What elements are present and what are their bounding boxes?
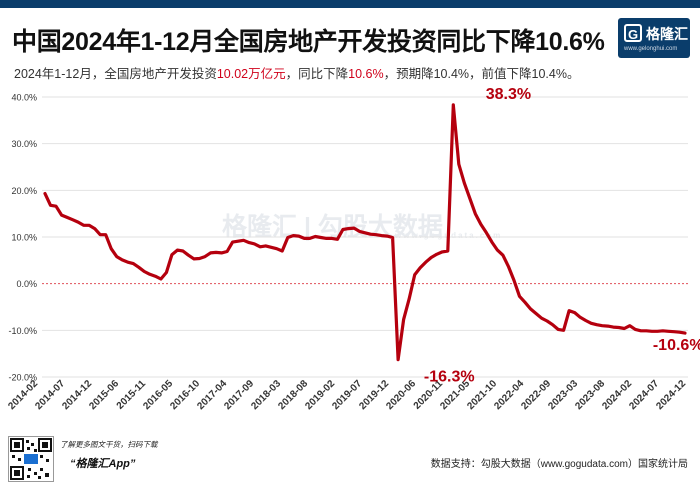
logo-text: 格隆汇: [646, 26, 688, 42]
subtitle-text-2: ，同比下降: [285, 67, 349, 81]
x-tick-label: 2020-06: [384, 378, 418, 412]
subtitle-highlight-amount: 10.02万亿元: [216, 67, 286, 81]
y-tick-label: 40.0%: [11, 93, 37, 103]
series-layer: [43, 103, 687, 362]
x-tick-label: 2015-06: [87, 378, 121, 412]
series-line: [43, 103, 687, 362]
y-tick-label: 10.0%: [11, 233, 37, 243]
app-name: “格隆汇App”: [70, 458, 136, 470]
annotation-label: -16.3%: [424, 369, 475, 386]
qr-caption: 了解更多图文干货，扫码下载: [60, 440, 158, 449]
x-axis-ticks: 2014-022014-072014-122015-062015-112016-…: [6, 378, 688, 412]
y-axis-ticks: 40.0% 30.0% 20.0% 10.0% 0.0% -10.0% -20.0%: [8, 93, 37, 383]
watermark-text: 格隆汇 | 勾股大数据: [222, 213, 443, 241]
data-source: 数据支持：勾股大数据（www.gogudata.com）国家统计局: [430, 459, 688, 470]
subtitle-text-1: 2024年1-12月，全国房地产开发投资: [14, 67, 217, 81]
top-brand-bar: [0, 0, 700, 8]
x-tick-label: 2024-12: [654, 378, 688, 412]
page-title: 中国2024年1-12月全国房地产开发投资同比下降10.6%: [12, 28, 605, 56]
subtitle: 2024年1-12月，全国房地产开发投资10.02万亿元，同比下降10.6%，预…: [14, 63, 579, 82]
y-tick-label: 30.0%: [11, 139, 37, 149]
subtitle-text-3: ，预期降10.4%，前值下降10.4%。: [383, 67, 580, 81]
subtitle-highlight-rate: 10.6%: [348, 67, 384, 81]
annotation-label: -10.6%: [653, 337, 700, 354]
annotations: 38.3% -16.3% -10.6%: [424, 86, 700, 386]
logo-mark-icon: G: [624, 24, 642, 42]
y-tick-label: -10.0%: [8, 326, 37, 336]
y-tick-label: -20.0%: [8, 373, 37, 383]
grid-lines: [42, 96, 688, 378]
brand-logo: G 格隆汇 www.gelonghui.com: [618, 18, 690, 58]
y-tick-label: 20.0%: [11, 186, 37, 196]
y-tick-label: 0.0%: [16, 279, 37, 289]
annotation-label: 38.3%: [486, 86, 531, 103]
qr-code-icon[interactable]: [8, 436, 54, 482]
logo-url: www.gelonghui.com: [624, 46, 678, 52]
